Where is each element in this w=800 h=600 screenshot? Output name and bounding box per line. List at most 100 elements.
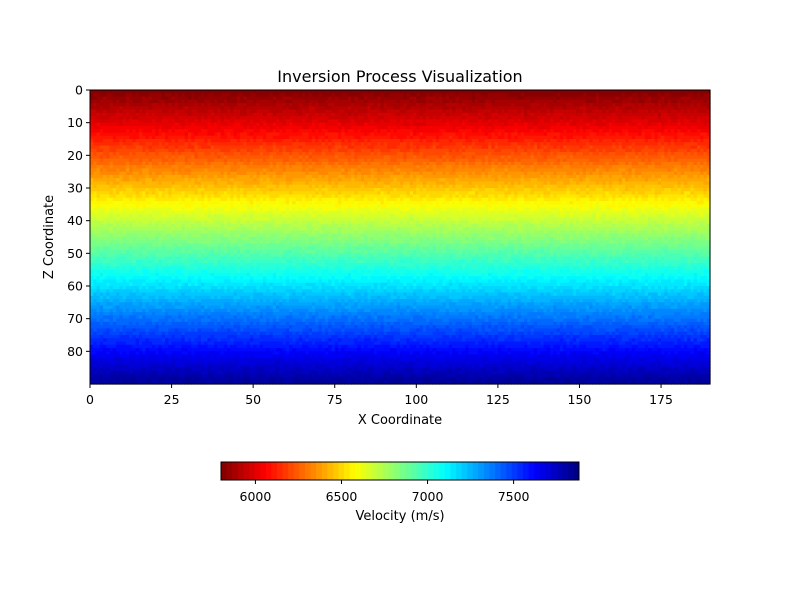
heatmap-cell	[455, 109, 460, 114]
heatmap-cell	[690, 116, 695, 120]
heatmap-cell	[628, 103, 633, 107]
heatmap-cell	[351, 112, 355, 117]
heatmap-cell	[439, 103, 444, 107]
heatmap-cell	[324, 119, 329, 124]
heatmap-cell	[618, 155, 623, 160]
heatmap-cell	[448, 148, 453, 153]
heatmap-cell	[302, 119, 306, 124]
heatmap-cell	[475, 158, 479, 163]
heatmap-cell	[96, 161, 101, 166]
heatmap-cell	[403, 99, 408, 104]
heatmap-cell	[380, 165, 385, 169]
heatmap-cell	[318, 142, 323, 147]
heatmap-cell	[409, 148, 414, 153]
heatmap-cell	[109, 161, 114, 166]
heatmap-cell	[497, 106, 502, 111]
heatmap-cell	[344, 122, 349, 127]
heatmap-cell	[517, 112, 522, 117]
heatmap-cell	[285, 116, 290, 120]
heatmap-cell	[524, 171, 528, 176]
heatmap-cell	[279, 122, 284, 127]
heatmap-cell	[621, 158, 626, 163]
heatmap-cell	[354, 152, 359, 156]
heatmap-cell	[696, 139, 701, 143]
heatmap-cell	[321, 135, 326, 140]
heatmap-cell	[569, 135, 574, 140]
heatmap-cell	[302, 116, 306, 120]
heatmap-cell	[488, 99, 492, 104]
heatmap-cell	[269, 171, 274, 176]
heatmap-cell	[311, 129, 316, 134]
heatmap-cell	[592, 135, 597, 140]
heatmap-cell	[227, 171, 231, 176]
heatmap-cell	[403, 90, 408, 94]
heatmap-cell	[174, 168, 179, 173]
heatmap-cell	[96, 165, 101, 169]
heatmap-cell	[285, 93, 290, 98]
heatmap-cell	[514, 168, 519, 173]
heatmap-cell	[413, 129, 417, 134]
heatmap-cell	[370, 119, 375, 124]
heatmap-cell	[148, 152, 153, 156]
heatmap-cell	[510, 132, 515, 137]
heatmap-cell	[145, 109, 150, 114]
heatmap-cell	[246, 116, 251, 120]
heatmap-cell	[621, 103, 626, 107]
heatmap-cell	[618, 132, 623, 137]
heatmap-cell	[334, 139, 339, 143]
heatmap-cell	[236, 96, 241, 101]
heatmap-cell	[680, 112, 685, 117]
heatmap-cell	[628, 155, 633, 160]
heatmap-cell	[308, 112, 313, 117]
heatmap-cell	[276, 139, 280, 143]
heatmap-cell	[93, 112, 98, 117]
heatmap-cell	[540, 90, 545, 94]
heatmap-cell	[106, 142, 111, 147]
heatmap-cell	[602, 148, 607, 153]
heatmap-cell	[373, 109, 378, 114]
heatmap-cell	[351, 103, 355, 107]
heatmap-cell	[563, 171, 568, 176]
heatmap-cell	[524, 165, 528, 169]
heatmap-cell	[227, 99, 231, 104]
heatmap-cell	[432, 103, 437, 107]
heatmap-cell	[197, 119, 202, 124]
heatmap-cell	[223, 112, 228, 117]
heatmap-cell	[612, 119, 616, 124]
heatmap-cell	[661, 132, 665, 137]
heatmap-cell	[432, 122, 437, 127]
heatmap-cell	[706, 119, 711, 124]
heatmap-cell	[605, 168, 610, 173]
heatmap-cell	[210, 119, 215, 124]
heatmap-cell	[687, 139, 692, 143]
heatmap-cell	[563, 103, 568, 107]
heatmap-cell	[165, 139, 169, 143]
heatmap-cell	[135, 158, 140, 163]
heatmap-cell	[661, 119, 665, 124]
heatmap-cell	[491, 125, 496, 130]
heatmap-cell	[641, 145, 646, 150]
heatmap-cell	[661, 90, 665, 94]
heatmap-cell	[155, 142, 160, 147]
heatmap-cell	[586, 135, 590, 140]
heatmap-cell	[318, 161, 323, 166]
heatmap-cell	[292, 93, 297, 98]
heatmap-cell	[569, 155, 574, 160]
heatmap-cell	[533, 148, 538, 153]
heatmap-cell	[621, 96, 626, 101]
heatmap-cell	[615, 93, 620, 98]
heatmap-cell	[354, 145, 359, 150]
heatmap-cell	[458, 145, 463, 150]
heatmap-cell	[311, 125, 316, 130]
heatmap-cell	[442, 90, 447, 94]
heatmap-cell	[282, 122, 287, 127]
heatmap-cell	[122, 99, 127, 104]
heatmap-cell	[533, 161, 538, 166]
heatmap-cell	[494, 90, 499, 94]
heatmap-cell	[618, 125, 623, 130]
heatmap-cell	[197, 158, 202, 163]
heatmap-cell	[510, 171, 515, 176]
heatmap-cell	[152, 96, 156, 101]
heatmap-cell	[452, 171, 457, 176]
heatmap-cell	[380, 145, 385, 150]
